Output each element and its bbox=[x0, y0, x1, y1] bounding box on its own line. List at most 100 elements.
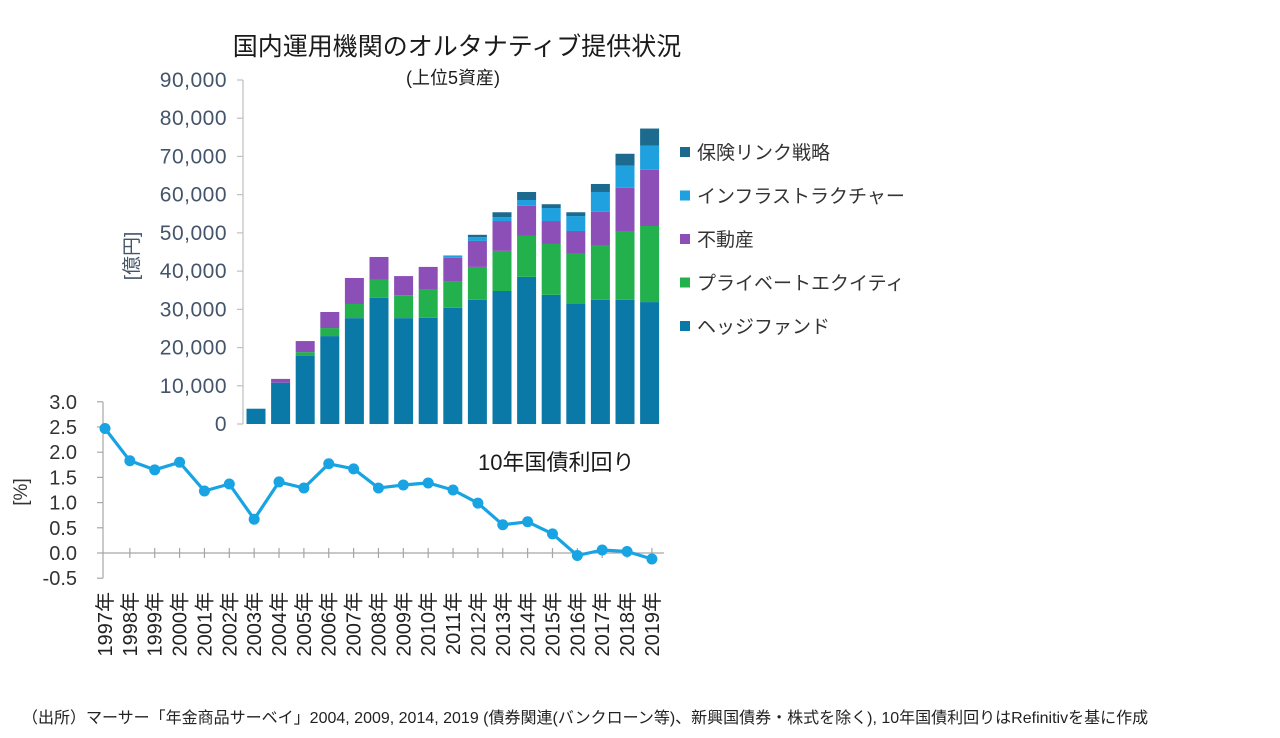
bar-2010-hedge-fund bbox=[418, 317, 438, 424]
jgb-yield-point-2016年 bbox=[571, 550, 583, 562]
jgb-yield-point-2012年 bbox=[472, 497, 484, 509]
bar-2007-real-estate bbox=[344, 277, 364, 304]
bar-2019-infrastructure bbox=[640, 145, 660, 170]
bar-2018-infrastructure bbox=[615, 165, 635, 188]
bar-2011-infrastructure bbox=[443, 255, 463, 258]
x-tick-label: 2007年 bbox=[343, 592, 366, 657]
bar-y-tick-label: 0 bbox=[215, 413, 227, 436]
line-y-tick-label: 1.5 bbox=[49, 467, 77, 489]
jgb-yield-point-2006年 bbox=[323, 458, 335, 470]
bar-2019-real-estate bbox=[640, 169, 660, 227]
bar-2012-infrastructure bbox=[467, 237, 487, 241]
jgb-yield-point-1999年 bbox=[149, 464, 161, 476]
legend-swatch-infrastructure bbox=[680, 190, 690, 201]
bar-2008-hedge-fund bbox=[369, 297, 389, 424]
bar-2019-private-equity bbox=[640, 226, 660, 303]
jgb-yield-point-2009年 bbox=[397, 479, 409, 491]
jgb-yield-point-2003年 bbox=[248, 513, 260, 525]
bar-2018-hedge-fund bbox=[615, 299, 635, 424]
legend-label-private-equity: プライベートエクイティ bbox=[697, 273, 904, 295]
x-tick-label: 2018年 bbox=[616, 592, 639, 657]
bar-y-tick-label: 10,000 bbox=[160, 375, 227, 398]
jgb-yield-point-2007年 bbox=[348, 463, 360, 475]
x-tick-label: 2011年 bbox=[442, 592, 465, 655]
bar-2008-real-estate bbox=[369, 256, 389, 280]
chart-canvas: 国内運用機関のオルタナティブ提供状況 (上位5資産) [億円] 0 10,000 2… bbox=[11, 33, 905, 657]
bar-2003-hedge-fund bbox=[246, 408, 266, 424]
x-tick-label: 2003年 bbox=[243, 592, 266, 657]
bar-2006-real-estate bbox=[320, 312, 340, 329]
bar-2016-private-equity bbox=[566, 253, 586, 304]
bar-2017-hedge-fund bbox=[590, 299, 610, 424]
line-chart-y-axis-label: [%] bbox=[11, 478, 32, 505]
x-tick-label: 2005年 bbox=[293, 592, 316, 657]
bar-y-tick-label: 60,000 bbox=[160, 184, 227, 207]
bar-chart-bars bbox=[246, 128, 660, 424]
bar-2007-private-equity bbox=[344, 303, 364, 319]
jgb-yield-point-1997年 bbox=[99, 423, 111, 435]
bar-2016-real-estate bbox=[566, 230, 586, 254]
bar-2015-private-equity bbox=[541, 243, 561, 295]
jgb-yield-point-2004年 bbox=[273, 476, 285, 488]
x-tick-label: 2009年 bbox=[392, 592, 415, 657]
legend-swatch-hedge-fund bbox=[680, 321, 690, 331]
bar-2006-private-equity bbox=[320, 328, 340, 337]
line-y-tick-label: 0.0 bbox=[49, 543, 77, 565]
bar-2019-hedge-fund bbox=[640, 302, 660, 424]
bar-2005-hedge-fund bbox=[295, 355, 315, 424]
line-chart-series bbox=[99, 423, 658, 565]
bar-2014-private-equity bbox=[517, 235, 537, 277]
x-tick-label: 2019年 bbox=[641, 592, 664, 657]
line-y-tick-label: 2.5 bbox=[49, 417, 77, 439]
x-tick-label: 2015年 bbox=[542, 592, 565, 657]
x-tick-label: 2002年 bbox=[218, 592, 241, 657]
bar-2012-insurance-linked bbox=[467, 234, 487, 238]
bar-2015-infrastructure bbox=[541, 208, 561, 222]
legend-label-insurance-linked: 保険リンク戦略 bbox=[697, 142, 830, 164]
source-note: （出所）マーサー「年金商品サーベイ」2004, 2009, 2014, 2019… bbox=[22, 710, 1149, 727]
x-tick-label: 2001年 bbox=[193, 592, 216, 657]
line-chart-x-labels: 1997年 1998年 1999年 2000年 2001年 2002年 2003年 2004年… bbox=[94, 592, 664, 657]
bar-chart-title: 国内運用機関のオルタナティブ提供状況 bbox=[233, 33, 682, 61]
bar-2012-real-estate bbox=[467, 240, 487, 267]
jgb-yield-point-2001年 bbox=[198, 485, 210, 497]
bar-2016-hedge-fund bbox=[566, 303, 586, 424]
x-tick-label: 2006年 bbox=[318, 592, 341, 657]
jgb-yield-point-1998年 bbox=[124, 455, 136, 467]
bar-y-tick-label: 40,000 bbox=[160, 260, 227, 283]
x-tick-label: 2012年 bbox=[467, 592, 490, 657]
jgb-yield-point-2010年 bbox=[422, 477, 434, 489]
bar-2014-insurance-linked bbox=[517, 191, 537, 201]
line-y-tick-label: 2.0 bbox=[49, 442, 77, 464]
bar-2016-infrastructure bbox=[566, 216, 586, 231]
jgb-yield-line bbox=[103, 427, 653, 561]
jgb-yield-point-2008年 bbox=[372, 482, 384, 494]
line-y-tick-label: 1.0 bbox=[49, 493, 77, 515]
bar-y-tick-label: 20,000 bbox=[160, 337, 227, 360]
bar-2018-real-estate bbox=[615, 187, 635, 231]
bar-2011-private-equity bbox=[443, 281, 463, 308]
x-tick-label: 2017年 bbox=[591, 592, 614, 657]
legend-swatch-real-estate bbox=[680, 234, 690, 244]
bar-2009-real-estate bbox=[394, 276, 414, 296]
bar-2008-private-equity bbox=[369, 279, 389, 298]
line-y-tick-label: 3.0 bbox=[49, 392, 77, 414]
bar-2013-hedge-fund bbox=[492, 290, 512, 424]
legend-swatch-insurance-linked bbox=[680, 147, 690, 157]
bar-2013-real-estate bbox=[492, 221, 512, 251]
legend-label-real-estate: 不動産 bbox=[697, 229, 754, 251]
bar-2019-insurance-linked bbox=[640, 128, 660, 146]
x-tick-label: 2016年 bbox=[566, 592, 589, 657]
jgb-yield-point-2014年 bbox=[522, 516, 534, 528]
jgb-yield-point-2002年 bbox=[223, 478, 235, 490]
jgb-yield-point-2017年 bbox=[596, 544, 608, 556]
jgb-yield-point-2000年 bbox=[174, 456, 186, 468]
bar-2004-hedge-fund bbox=[271, 382, 291, 424]
bar-2017-private-equity bbox=[590, 245, 610, 300]
bar-2005-private-equity bbox=[295, 352, 315, 356]
bar-y-tick-label: 90,000 bbox=[160, 69, 227, 92]
bar-y-tick-label: 80,000 bbox=[160, 107, 227, 130]
bar-2018-private-equity bbox=[615, 230, 635, 300]
bar-2015-insurance-linked bbox=[541, 204, 561, 209]
x-tick-label: 2000年 bbox=[169, 592, 192, 657]
